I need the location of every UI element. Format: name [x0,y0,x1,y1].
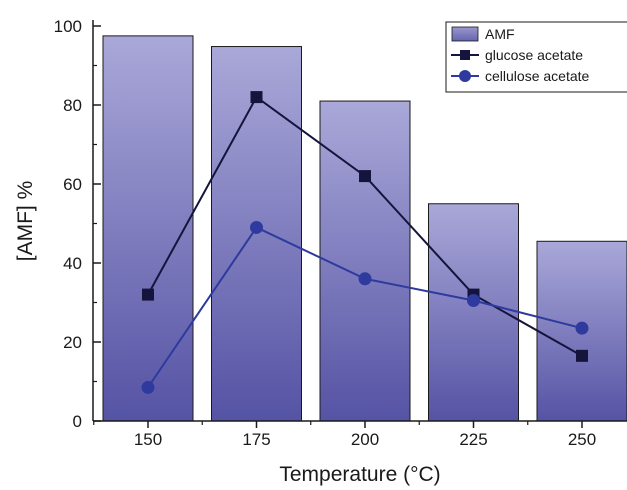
y-ticks: 0 20 40 60 80 100 [54,17,101,431]
cellulose-point-200 [358,272,372,286]
glucose-point-150 [142,288,154,301]
markers-layer [141,91,589,394]
bar-200 [319,100,411,422]
x-tick-label: 150 [134,430,162,449]
legend-marker-glucose [460,50,470,60]
glucose-point-200 [359,170,371,183]
y-tick-label: 40 [63,254,82,273]
legend-label-cellulose: cellulose acetate [485,68,590,84]
y-tick-label: 0 [73,412,82,431]
cellulose-point-225 [467,294,480,308]
legend-label-amf: AMF [485,26,515,42]
x-tick-label: 225 [459,430,487,449]
legend: AMF glucose acetate cellulose acetate [445,21,627,93]
x-ticks: 150 175 200 225 250 [93,421,596,449]
bar-150 [102,35,194,422]
legend-bar-swatch [451,26,479,42]
y-tick-label: 20 [63,333,82,352]
axes [92,20,627,422]
glucose-point-175 [250,91,263,104]
bars-layer [102,35,627,422]
x-tick-label: 250 [568,430,596,449]
legend-label-glucose: glucose acetate [485,47,583,63]
x-axis-title: Temperature (°C) [279,463,440,486]
y-axis-title: [AMF] % [14,181,37,262]
legend-marker-cellulose [459,70,471,82]
cellulose-point-175 [250,220,263,234]
glucose-point-250 [576,349,588,362]
y-tick-label: 60 [63,175,82,194]
cellulose-point-150 [141,380,155,394]
x-tick-label: 200 [351,430,379,449]
x-tick-label: 175 [242,430,270,449]
y-tick-label: 100 [54,17,82,36]
y-tick-label: 80 [63,96,82,115]
cellulose-point-250 [575,321,589,335]
